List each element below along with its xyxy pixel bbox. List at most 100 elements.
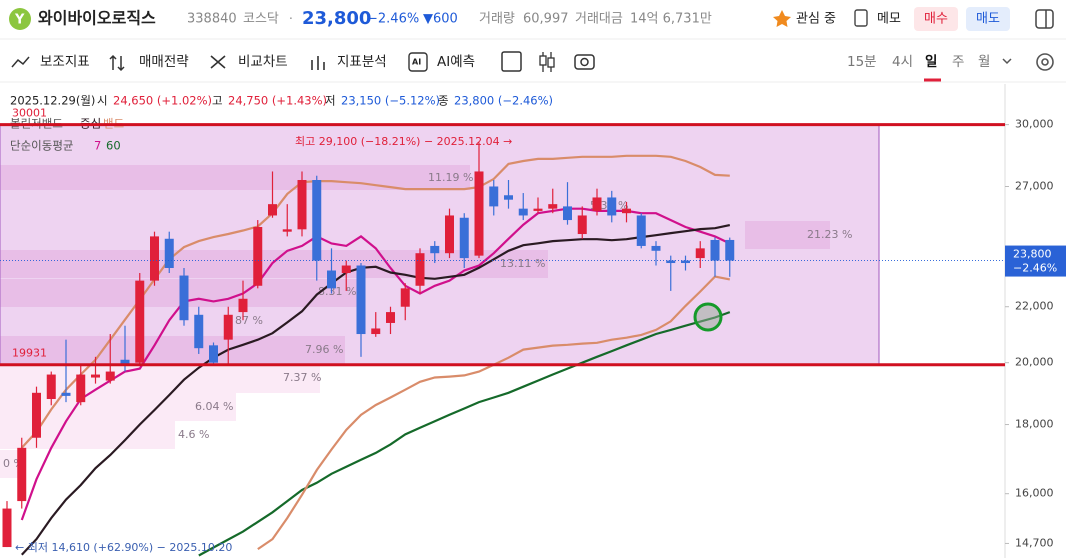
candle-body xyxy=(341,265,351,274)
tool-button[interactable]: 매매전략 xyxy=(139,54,189,70)
current-change: −2.46% xyxy=(1013,262,1057,275)
y-axis-labels: 30,000 27,000 22,000 20,000 18,000 16,000 14,7… xyxy=(1005,118,1054,549)
camera-icon[interactable] xyxy=(574,54,595,70)
logo-mark: Y xyxy=(14,13,25,28)
candle-body xyxy=(179,275,189,321)
high-annotation: 최고 29,100 (−18.21%) − 2025.12.04 → xyxy=(295,135,512,148)
candle-body xyxy=(164,238,174,269)
candle-body xyxy=(518,208,528,216)
buy-label[interactable]: 매수 xyxy=(924,12,948,27)
settings-icon[interactable] xyxy=(1036,53,1054,71)
candle-body xyxy=(459,217,469,259)
range-shade xyxy=(0,165,470,190)
period-button[interactable]: 15분 xyxy=(847,54,877,70)
tool-button[interactable]: 비교차트 xyxy=(238,54,288,70)
period-button[interactable]: 일 xyxy=(925,54,937,70)
info-value: 23,800 (−2.46%) xyxy=(454,94,553,108)
star-icon[interactable] xyxy=(773,10,791,27)
logo xyxy=(9,8,31,30)
volume-label: 거래량 xyxy=(479,12,515,27)
camera-lens xyxy=(580,57,589,67)
candle-body xyxy=(400,288,410,307)
candle-body xyxy=(725,239,735,261)
range-label: 13.11 % xyxy=(500,257,545,270)
sell-label[interactable]: 매도 xyxy=(976,12,1000,27)
candle-body xyxy=(135,280,145,363)
toolbar: AI 보조지표 매매전략 비교차트 지표분석 AI예측 15분 4시 일 주 월 xyxy=(0,51,1066,83)
candle-body xyxy=(209,345,218,363)
candle-body xyxy=(371,328,381,335)
candle-body xyxy=(415,253,425,286)
highlight-circle[interactable] xyxy=(693,302,723,332)
candle-body xyxy=(622,208,631,214)
candle-body xyxy=(563,206,572,221)
range-label: 4.6 % xyxy=(178,428,209,441)
panel-toggle[interactable] xyxy=(1035,9,1054,29)
y-tick-label: 14,700 xyxy=(1015,536,1054,549)
range-shade xyxy=(0,250,548,278)
level-label: 19931 xyxy=(12,347,47,360)
ai-icon: AI xyxy=(412,58,421,67)
memo-icon[interactable] xyxy=(854,9,868,27)
period-button[interactable]: 4시 xyxy=(892,54,913,70)
candle-body xyxy=(386,312,395,323)
range-label: 6.04 % xyxy=(195,400,233,413)
period-button[interactable]: 월 xyxy=(978,54,990,70)
watch-button[interactable]: 관심 중 xyxy=(796,12,836,27)
plot: 11.19 % 21.23 % 13.11 % 8.31 % 87 % 7.96… xyxy=(0,124,880,557)
candle-body xyxy=(32,392,41,438)
tool-button[interactable]: AI예측 xyxy=(437,54,475,70)
tool-icon xyxy=(408,52,428,72)
candle-body xyxy=(61,392,71,396)
box-range[interactable] xyxy=(0,124,880,366)
tool-button[interactable]: 보조지표 xyxy=(40,54,90,70)
candle-body xyxy=(268,204,277,216)
legend-group: 단순이동평균 xyxy=(10,139,73,153)
amount: 14억 6,731만 xyxy=(630,12,712,27)
legend-entry[interactable]: 60 xyxy=(106,139,121,153)
tool-icon xyxy=(11,56,30,68)
candle-body xyxy=(253,226,263,286)
period-button[interactable]: 주 xyxy=(952,54,964,70)
line-series xyxy=(198,311,731,557)
tool-icon xyxy=(311,56,325,70)
range-label: 21.23 % xyxy=(807,228,852,241)
change: ▼600 xyxy=(423,12,458,27)
buy-button[interactable] xyxy=(914,7,958,31)
legend-entry[interactable]: 7 xyxy=(94,139,101,153)
memo-button[interactable]: 메모 xyxy=(877,12,901,27)
info-label: 고 xyxy=(212,94,223,108)
candle-body xyxy=(504,195,513,200)
settings-icon-center xyxy=(1041,58,1049,66)
info-label: 종 xyxy=(438,94,449,108)
candle-body xyxy=(327,270,336,289)
candle-body xyxy=(548,204,558,209)
candle-body xyxy=(356,265,366,335)
separator: · xyxy=(289,12,293,26)
range-shade xyxy=(0,421,175,449)
stock-name: 와이바이오로직스 xyxy=(38,9,156,28)
candle-body xyxy=(430,245,440,254)
candle-body xyxy=(577,215,587,235)
line-series xyxy=(20,224,731,556)
change-pct: −2.46% xyxy=(367,12,419,27)
low-annotation: ← 최저 14,610 (+62.90%) − 2025.10.20 xyxy=(15,541,232,554)
level-label: 30001 xyxy=(12,107,47,120)
candle-body xyxy=(238,298,248,313)
tool-icon xyxy=(109,54,125,72)
sell-button[interactable] xyxy=(966,7,1010,31)
current-price-tag xyxy=(1005,245,1066,277)
header: Y 와이바이오로직스 338840 코스닥 · 23,800 −2.46% ▼6… xyxy=(0,7,1066,40)
period-chevron[interactable] xyxy=(1002,58,1012,65)
candle-body xyxy=(150,236,159,281)
tool-button[interactable]: 지표분석 xyxy=(337,54,387,70)
y-tick-label: 20,000 xyxy=(1015,356,1054,369)
checkbox[interactable] xyxy=(501,51,522,72)
amount-label: 거래대금 xyxy=(575,12,623,27)
price: 23,800 xyxy=(302,8,371,29)
candle-body xyxy=(194,314,204,349)
candle-body xyxy=(636,215,646,246)
candle-body xyxy=(489,186,499,207)
range-label: 7.96 % xyxy=(305,343,343,356)
